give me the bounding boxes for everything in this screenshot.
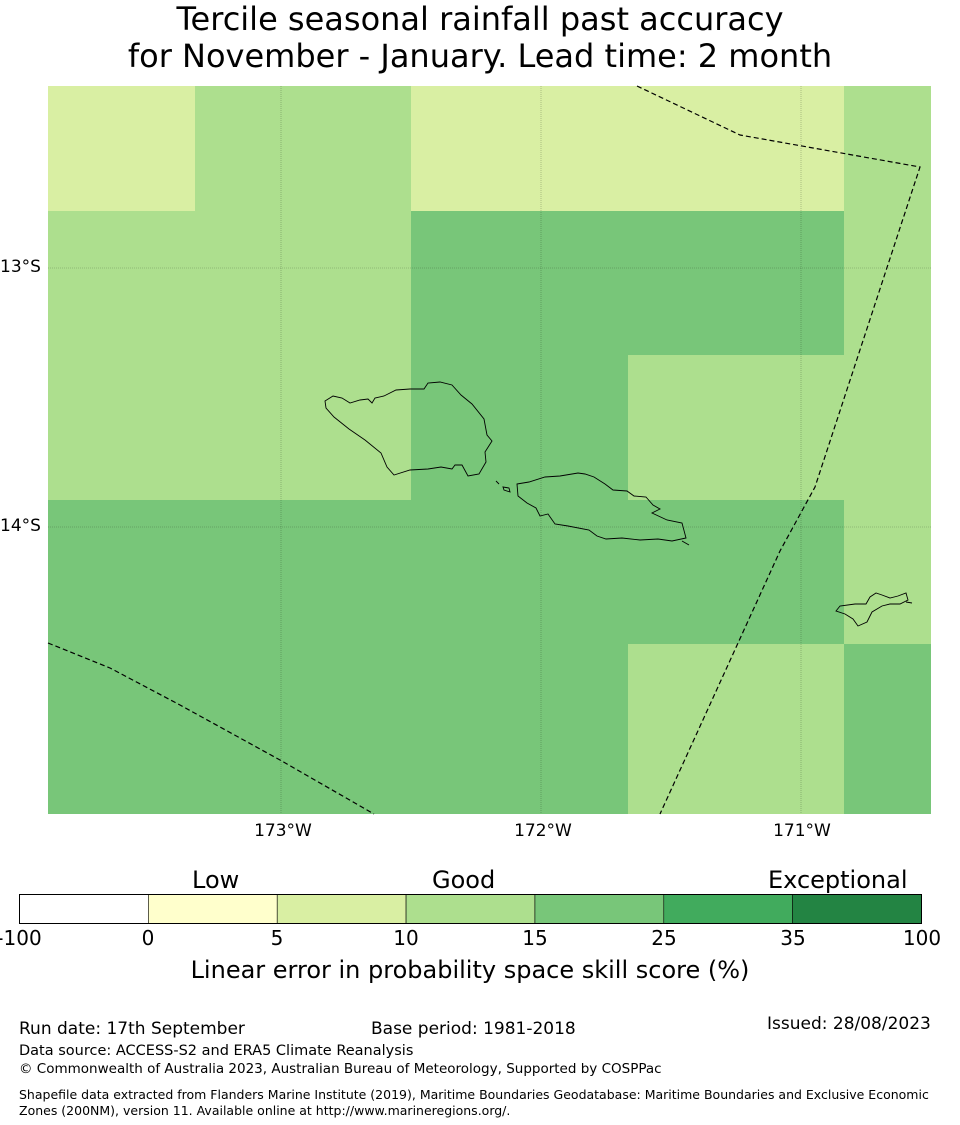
- colorbar-tick: 0: [141, 926, 155, 950]
- colorbar-tick: 100: [902, 926, 942, 950]
- skill-grid: [48, 86, 931, 814]
- grid-cell: [195, 86, 411, 211]
- tutuila-island: [835, 592, 909, 627]
- colorbar-label: Linear error in probability space skill …: [190, 956, 750, 984]
- grid-cell: [48, 500, 844, 644]
- grid-cell: [628, 355, 844, 500]
- grid-cell: [844, 86, 931, 500]
- issued-date: Issued: 28/08/2023: [767, 1014, 931, 1034]
- category-low: Low: [192, 866, 240, 894]
- lon-label-173w: 173°W: [254, 821, 312, 841]
- small-islet: [495, 480, 500, 485]
- lat-label-13s: 13°S: [0, 257, 41, 277]
- data-source: Data source: ACCESS-S2 and ERA5 Climate …: [19, 1043, 414, 1059]
- colorbar-swatch: [19, 894, 149, 924]
- grid-cell: [48, 211, 411, 500]
- lon-label-171w: 171°W: [773, 821, 831, 841]
- grid-cell: [48, 86, 195, 211]
- copyright: © Commonwealth of Australia 2023, Austra…: [19, 1061, 662, 1077]
- colorbar-tick: 10: [393, 926, 419, 950]
- title-line-1: Tercile seasonal rainfall past accuracy: [176, 0, 784, 38]
- grid-cell: [628, 644, 844, 814]
- colorbar-tick: 5: [270, 926, 284, 950]
- small-islet: [502, 486, 511, 493]
- lat-label-14s: 14°S: [0, 516, 41, 536]
- small-islet: [905, 601, 913, 604]
- colorbar-swatch: [792, 894, 922, 924]
- category-exceptional: Exceptional: [768, 866, 908, 894]
- grid-cell: [844, 644, 931, 814]
- colorbar-swatch: [148, 894, 278, 924]
- base-period: Base period: 1981-2018: [371, 1019, 576, 1039]
- category-good: Good: [432, 866, 496, 894]
- savaii-island: [324, 381, 493, 477]
- colorbar-swatch: [534, 894, 665, 924]
- grid-cell: [844, 500, 931, 644]
- maritime-boundary: [47, 85, 921, 815]
- upolu-island: [516, 472, 687, 542]
- graticule: [48, 86, 931, 814]
- grid-cell: [411, 86, 844, 211]
- title-line-2: for November - January. Lead time: 2 mon…: [127, 37, 833, 75]
- shapefile-credit: Shapefile data extracted from Flanders M…: [19, 1087, 929, 1118]
- colorbar-swatch: [663, 894, 793, 924]
- colorbar-tick: 15: [522, 926, 548, 950]
- small-islet: [681, 540, 690, 546]
- colorbar-tick: 25: [651, 926, 677, 950]
- colorbar-tick: -100: [0, 926, 42, 950]
- colorbar-swatch: [276, 894, 407, 924]
- colorbar-swatch: [405, 894, 536, 924]
- grid-cell: [411, 211, 844, 355]
- colorbar-tick: 35: [780, 926, 806, 950]
- lon-label-172w: 172°W: [514, 821, 572, 841]
- grid-cell: [48, 644, 628, 814]
- run-date: Run date: 17th September: [19, 1019, 245, 1039]
